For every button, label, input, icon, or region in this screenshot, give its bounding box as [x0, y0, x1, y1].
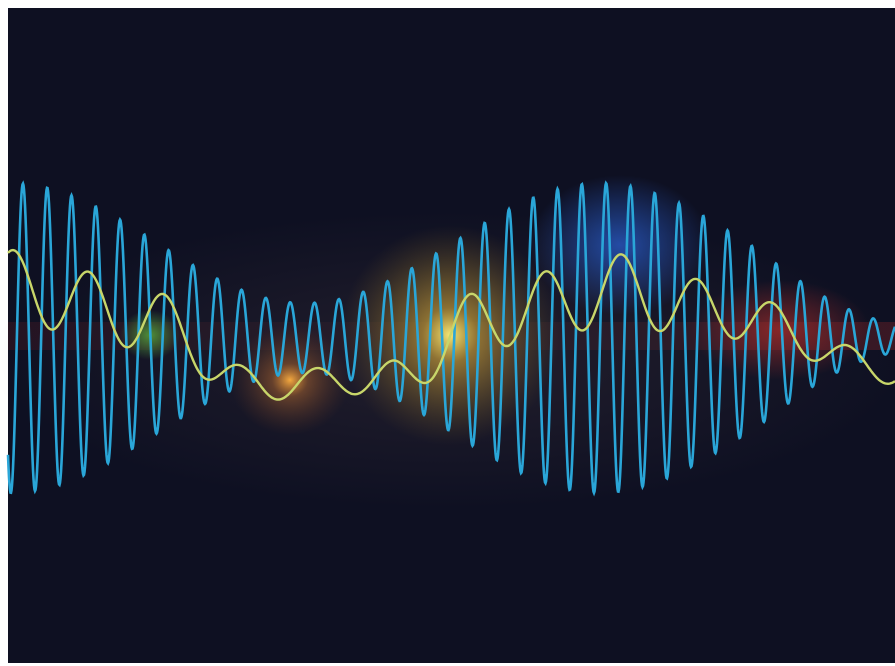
blue-glow	[530, 175, 710, 315]
orange-glow	[230, 325, 350, 435]
yellow-wave	[7, 248, 895, 401]
blue-wave	[6, 180, 895, 497]
